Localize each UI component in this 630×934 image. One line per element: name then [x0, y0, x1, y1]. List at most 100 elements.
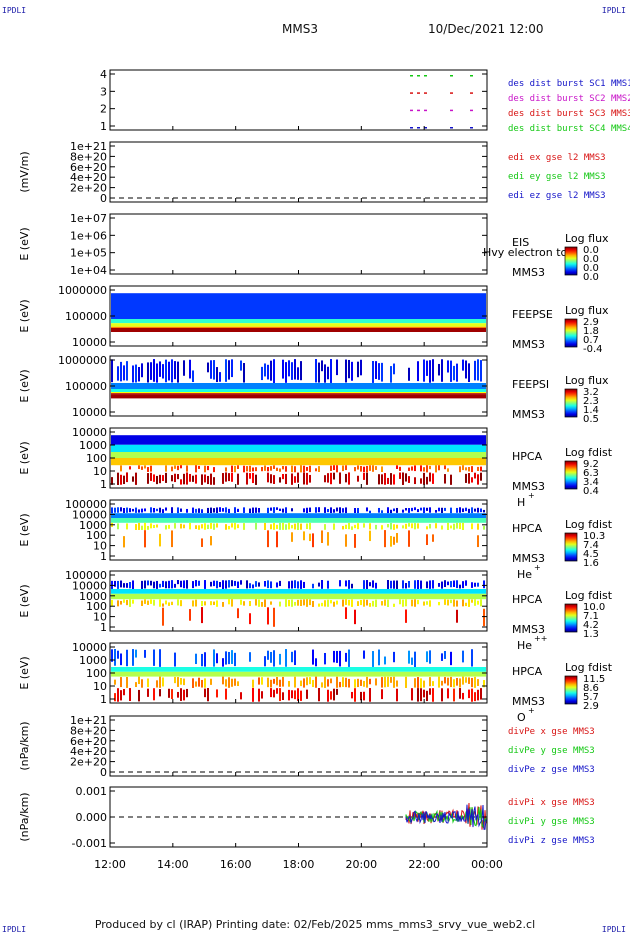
y-tick-label: 0 [100, 766, 107, 779]
colorbar-tick-label: 4.2 [583, 620, 599, 631]
divpi-data [405, 802, 487, 830]
colorbar-tick-label: -0.4 [583, 344, 603, 355]
burst-mark [424, 92, 427, 94]
legend-entry: des dist burst SC4 MMS4 [508, 124, 630, 134]
instrument-label: FEEPSE [512, 308, 553, 321]
y-tick-label: 0 [100, 192, 107, 205]
y-tick-label: 1000 [79, 590, 107, 603]
y-tick-label: 1 [100, 621, 107, 634]
legend-entry: divPi y gse MMS3 [508, 817, 595, 827]
burst-mark [417, 92, 420, 94]
spectrogram-hpca_h [111, 435, 486, 485]
burst-mark [417, 127, 420, 129]
colorbar-title: Log flux [565, 374, 609, 387]
legend-entry: des dist burst SC3 MMS3 [508, 109, 630, 119]
spacecraft-label: MMS3 [512, 480, 545, 493]
colorbar-tick-label: 8.6 [583, 683, 599, 694]
legend-entry: divPi z gse MMS3 [508, 836, 595, 846]
y-tick-label: 1e+05 [70, 247, 107, 260]
y-tick-label: 100 [86, 600, 107, 613]
species-charge: + [528, 706, 535, 715]
y-tick-label: 100000 [65, 569, 107, 582]
spacecraft-label: MMS3 [512, 266, 545, 279]
datetime-title: 10/Dec/2021 12:00 [428, 22, 544, 36]
spectrogram-hpca_he [111, 507, 486, 548]
y-axis-label: E (eV) [18, 584, 31, 617]
panel-feepsi: 1000000 100000 10000 E (eV) FEEPSI MMS3 Log fl… [18, 354, 609, 425]
y-tick-label: 10 [93, 680, 107, 693]
x-tick-label: 20:00 [345, 858, 377, 871]
colorbar-tick-label: 5.7 [583, 692, 599, 703]
colorbar-tick-label: 1.6 [583, 558, 599, 569]
legend-entry: divPe z gse MMS3 [508, 765, 595, 775]
y-tick-label: 4e+20 [70, 745, 107, 758]
burst-mark [450, 75, 453, 77]
colorbar [564, 603, 578, 633]
spacecraft-label: MMS3 [512, 695, 545, 708]
colorbar-title: Log fdist [565, 518, 613, 531]
y-tick-label: 4e+20 [70, 171, 107, 184]
burst-mark [450, 109, 453, 112]
panel-frame [109, 141, 488, 203]
y-tick-label: 1e+07 [70, 212, 107, 225]
colorbar-tick-label: 7.1 [583, 611, 599, 622]
y-tick-label: 1000 [79, 519, 107, 532]
colorbar [564, 675, 578, 705]
colorbar-tick-label: 0.0 [583, 245, 599, 256]
y-tick-label: 10000 [72, 508, 107, 521]
colorbar-tick-label: 0.4 [583, 486, 599, 497]
colorbar-tick-label: 2.9 [583, 317, 599, 328]
y-tick-label: 1e+04 [70, 264, 107, 277]
y-tick-label: 3 [100, 85, 107, 98]
burst-mark [470, 92, 473, 94]
y-tick-label: 1000 [79, 654, 107, 667]
spectrogram-hpca_hepp [111, 580, 486, 627]
colorbar-title: Log fdist [565, 446, 613, 459]
y-tick-label: 100 [86, 529, 107, 542]
species-label: H [517, 496, 525, 509]
y-axis-label: E (eV) [18, 369, 31, 402]
colorbar-title: Log fdist [565, 661, 613, 674]
legend-entry: edi ey gse l2 MMS3 [508, 172, 606, 182]
burst-mark [424, 127, 427, 129]
colorbar-title: Log flux [565, 232, 609, 245]
panel-frame [109, 213, 488, 275]
legend-entry: edi ez gse l2 MMS3 [508, 191, 606, 201]
panel-burst: 4 3 2 1 des dist burst SC1 MMS1 des dist burs… [100, 68, 630, 134]
x-tick-label: 00:00 [471, 858, 503, 871]
species-label: He [517, 568, 532, 581]
species-label: O [517, 711, 526, 724]
panel-frame [109, 69, 488, 131]
legend-entry: divPe x gse MMS3 [508, 727, 595, 737]
corner-label-bottom-right: IPDLI [601, 925, 626, 934]
y-tick-label: 1000 [79, 439, 107, 452]
x-tick-label: 22:00 [408, 858, 440, 871]
spacecraft-label: MMS3 [512, 338, 545, 351]
colorbar-tick-label: 0.7 [583, 335, 599, 346]
y-tick-label: 1 [100, 550, 107, 563]
instrument-label: HPCA [512, 450, 543, 463]
y-axis-label: (nPa/km) [18, 792, 31, 841]
spectrogram-hpca_o [111, 649, 486, 702]
colorbar-tick-label: 11.5 [583, 674, 605, 685]
y-tick-label: 1e+21 [70, 714, 107, 727]
legend-entry: des dist burst SC2 MMS2 [508, 94, 630, 104]
colorbar-tick-label: 4.5 [583, 549, 599, 560]
burst-mark [470, 109, 473, 112]
instrument-label: HPCA [512, 593, 543, 606]
y-axis-label: E (eV) [18, 299, 31, 332]
y-tick-label: 4 [100, 68, 107, 81]
colorbar [564, 388, 578, 418]
colorbar-tick-label: 10.0 [583, 602, 605, 613]
y-axis-label: E (eV) [18, 656, 31, 689]
y-axis-label: E (eV) [18, 441, 31, 474]
instrument-label: HPCA [512, 522, 543, 535]
colorbar-tick-label: 0.0 [583, 272, 599, 283]
y-tick-label: 10 [93, 611, 107, 624]
colorbar [564, 246, 578, 276]
y-tick-label: 2e+20 [70, 756, 107, 769]
